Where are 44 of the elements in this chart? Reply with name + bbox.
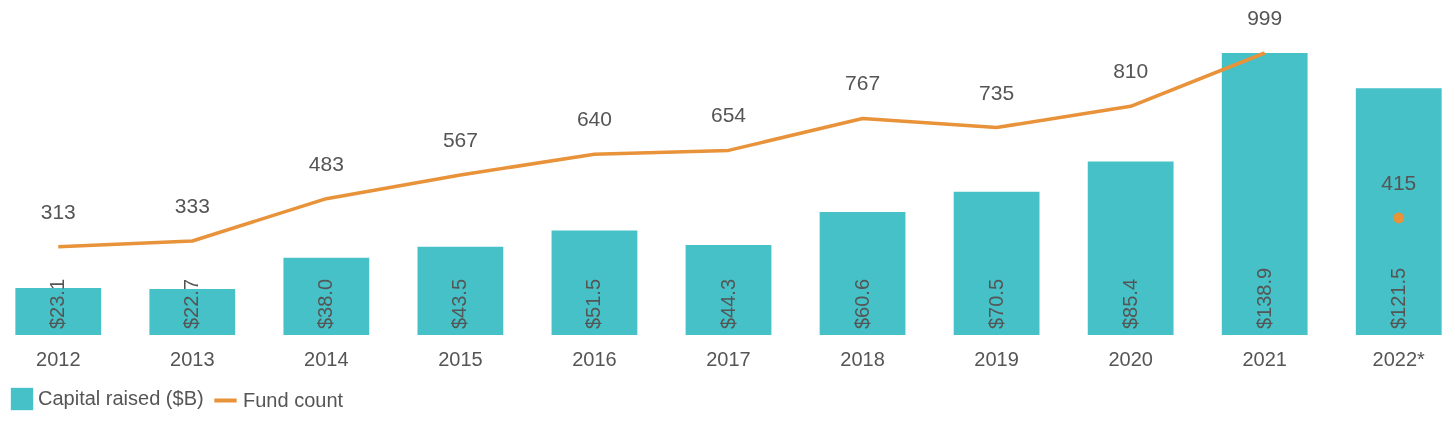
bar <box>417 246 504 335</box>
data-label: 567 <box>442 127 478 151</box>
x-tick-label: 2017 <box>706 347 751 370</box>
x-tick-label: 2012 <box>36 347 81 370</box>
bar <box>953 191 1040 335</box>
data-label: $121.5 <box>1386 267 1409 329</box>
data-label: $70.5 <box>984 278 1007 329</box>
x-tick-label: 2013 <box>170 347 215 370</box>
x-tick-label: 2015 <box>438 347 483 370</box>
data-label: $38.0 <box>314 278 337 329</box>
legend-label: Fund count <box>243 388 344 411</box>
data-label: $60.6 <box>850 278 873 329</box>
bar <box>1221 53 1308 335</box>
data-label: 735 <box>979 80 1015 104</box>
data-label: $43.5 <box>448 278 471 329</box>
x-tick-label: 2014 <box>304 347 349 370</box>
x-tick-label: 2022* <box>1372 347 1426 370</box>
x-tick-label: 2021 <box>1242 347 1287 370</box>
data-label: 333 <box>174 194 210 217</box>
bar <box>1355 88 1442 335</box>
x-tick-label: 2016 <box>572 347 617 370</box>
data-label: $22.7 <box>180 278 203 329</box>
data-label: $85.4 <box>1118 278 1141 329</box>
legend-label: Capital raised ($B) <box>38 387 204 409</box>
data-label: $23.1 <box>46 278 69 329</box>
bar <box>283 257 370 335</box>
data-label: 999 <box>1247 6 1283 29</box>
data-label: $51.5 <box>582 278 605 329</box>
data-label: 810 <box>1113 59 1149 83</box>
x-tick-label: 2020 <box>1108 347 1153 370</box>
data-label: 415 <box>1381 170 1417 194</box>
x-tick-label: 2018 <box>840 347 885 370</box>
data-label: $44.3 <box>716 278 739 329</box>
bar <box>819 211 906 335</box>
data-label: $138.9 <box>1252 267 1275 329</box>
data-label: 313 <box>40 199 76 223</box>
bar <box>685 245 772 335</box>
data-label: 767 <box>845 71 881 95</box>
x-tick-label: 2019 <box>974 347 1019 370</box>
data-label: 483 <box>308 151 344 175</box>
bar <box>551 230 638 335</box>
data-label: 640 <box>576 107 612 131</box>
data-label: 654 <box>710 103 747 127</box>
bar <box>1087 161 1174 335</box>
